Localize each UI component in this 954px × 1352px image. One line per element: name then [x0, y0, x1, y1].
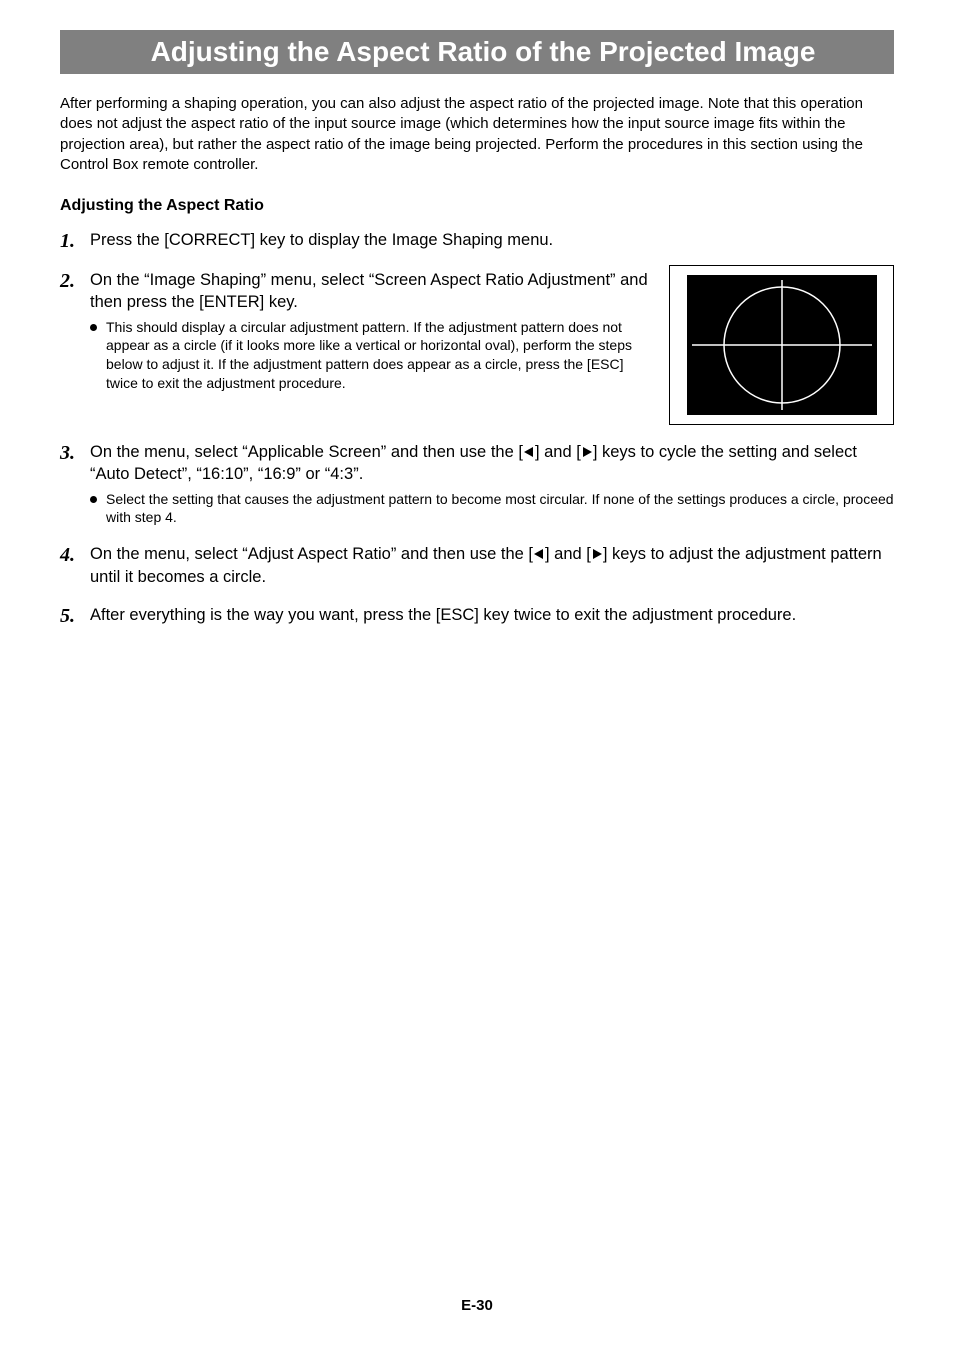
left-arrow-icon — [533, 548, 545, 560]
bullet-item: This should display a circular adjustmen… — [90, 318, 651, 394]
page-title: Adjusting the Aspect Ratio of the Projec… — [151, 36, 816, 67]
step-main-text: On the menu, select “Applicable Screen” … — [90, 441, 894, 486]
step-number: 2. — [60, 269, 90, 293]
step-number: 4. — [60, 543, 90, 567]
step-3: 3. On the menu, select “Applicable Scree… — [60, 441, 894, 527]
step-number: 1. — [60, 229, 90, 253]
adjustment-pattern-figure — [669, 265, 894, 425]
step-number: 3. — [60, 441, 90, 465]
intro-paragraph: After performing a shaping operation, yo… — [60, 94, 894, 175]
step-body: On the “Image Shaping” menu, select “Scr… — [90, 269, 894, 425]
step-body: On the menu, select “Adjust Aspect Ratio… — [90, 543, 894, 588]
step-main-text: Press the [CORRECT] key to display the I… — [90, 229, 894, 251]
right-arrow-icon — [581, 446, 593, 458]
step-bullets: Select the setting that causes the adjus… — [90, 490, 894, 528]
step-1: 1. Press the [CORRECT] key to display th… — [60, 229, 894, 253]
bullet-item: Select the setting that causes the adjus… — [90, 490, 894, 528]
step-2: 2. On the “Image Shaping” menu, select “… — [60, 269, 894, 425]
left-arrow-icon — [523, 446, 535, 458]
steps-list: 1. Press the [CORRECT] key to display th… — [60, 229, 894, 628]
text-part: ] and [ — [545, 545, 591, 563]
step-number: 5. — [60, 604, 90, 628]
text-part: On the menu, select “Adjust Aspect Ratio… — [90, 545, 533, 563]
step-5: 5. After everything is the way you want,… — [60, 604, 894, 628]
step-4: 4. On the menu, select “Adjust Aspect Ra… — [60, 543, 894, 588]
step-main-text: On the menu, select “Adjust Aspect Ratio… — [90, 543, 894, 588]
step-main-text: After everything is the way you want, pr… — [90, 604, 894, 626]
step-body: Press the [CORRECT] key to display the I… — [90, 229, 894, 251]
procedure-subheading: Adjusting the Aspect Ratio — [60, 197, 894, 215]
step-body: After everything is the way you want, pr… — [90, 604, 894, 626]
step-bullets: This should display a circular adjustmen… — [90, 318, 651, 394]
page-title-banner: Adjusting the Aspect Ratio of the Projec… — [60, 30, 894, 74]
right-arrow-icon — [591, 548, 603, 560]
circle-pattern-icon — [687, 275, 877, 415]
step-body: On the menu, select “Applicable Screen” … — [90, 441, 894, 527]
step-2-text-column: On the “Image Shaping” menu, select “Scr… — [90, 269, 651, 393]
text-part: On the menu, select “Applicable Screen” … — [90, 443, 523, 461]
page-number: E-30 — [0, 1297, 954, 1314]
text-part: ] and [ — [535, 443, 581, 461]
step-main-text: On the “Image Shaping” menu, select “Scr… — [90, 269, 651, 314]
